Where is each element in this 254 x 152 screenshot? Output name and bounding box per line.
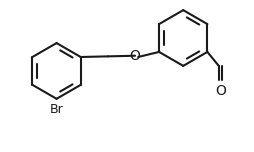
Text: Br: Br [50, 103, 63, 116]
Text: O: O [129, 49, 140, 63]
Text: O: O [214, 84, 225, 98]
